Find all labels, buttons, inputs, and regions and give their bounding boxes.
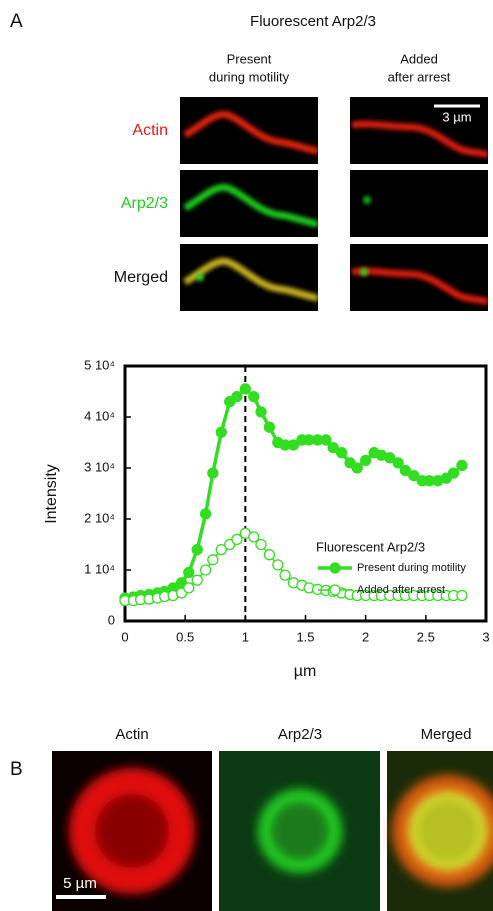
scale-bar-label: 5 µm [63,875,97,892]
micrograph: 3 µm [350,97,488,164]
data-point [384,452,396,464]
micrograph [350,170,488,237]
y-tick-label: 4 10⁴ [84,408,115,423]
data-point [408,469,420,482]
micrograph [180,244,318,311]
x-tick-label: 1 [242,629,249,644]
micrograph [219,751,380,911]
chart: µm Intensity Fluorescent Arp2/3 0 0.5 1 1.5… [43,357,489,680]
data-point [183,566,195,579]
data-point [215,543,227,556]
data-point [399,464,412,477]
column-header: Actin [115,726,148,743]
data-point [207,554,219,566]
micrograph [350,244,488,311]
data-point [263,549,276,561]
x-tick-label: 3 [482,629,489,644]
data-point [255,538,267,551]
data-point [199,508,212,520]
data-point [335,447,348,459]
data-point [456,459,468,472]
legend-entry: Added after arrest [318,584,445,596]
data-point [255,406,267,418]
data-point [231,533,243,546]
micrograph: 5 µm [52,751,212,911]
data-point [447,467,460,479]
legend-marker [329,562,341,574]
y-axis-label: Intensity [43,464,60,524]
data-point [207,467,219,479]
micrograph [387,751,493,911]
micrograph [180,170,318,237]
scale-bar-label: 3 µm [442,109,471,124]
legend-marker [329,584,341,596]
column-header: Added [400,51,438,66]
x-axis-label: µm [294,663,317,680]
data-point [199,564,212,576]
y-tick-label: 1 10⁴ [84,561,115,576]
legend-title: Fluorescent Arp2/3 [316,539,425,554]
panel-title: Fluorescent Arp2/3 [250,13,376,30]
row-label: Actin [132,122,168,139]
data-point [327,441,339,454]
data-point [320,434,332,446]
data-point [272,559,284,571]
data-point [360,454,372,467]
data-point [263,421,276,433]
y-tick-label: 0 [108,612,115,627]
micrograph [180,97,318,164]
data-point [287,439,300,451]
legend-label: Added after arrest [357,584,445,596]
data-point [239,383,251,395]
data-point [248,531,260,543]
column-header: Present [227,51,272,66]
x-tick-label: 2.5 [417,629,435,644]
x-tick-label: 0 [121,629,128,644]
column-header: Merged [421,726,472,743]
y-tick-label: 3 10⁴ [84,459,115,474]
data-point [392,457,404,469]
data-point [456,589,468,602]
column-header: after arrest [388,69,451,84]
x-tick-label: 1.5 [296,629,314,644]
data-point [215,426,227,438]
row-label: Arp2/3 [121,195,168,212]
x-tick-label: 0.5 [176,629,194,644]
data-point [351,462,363,474]
data-point [231,390,243,403]
data-point [279,569,291,581]
legend-entry: Present during motility [318,562,466,574]
data-point [191,574,203,586]
x-tick-label: 2 [362,629,369,644]
column-header: during motility [209,69,290,84]
y-tick-label: 2 10⁴ [84,510,115,525]
data-point [191,543,203,556]
panel-label: A [10,11,23,32]
y-tick-label: 5 10⁴ [84,357,115,372]
data-point [248,390,260,403]
row-label: Merged [114,269,168,286]
legend-label: Present during motility [357,562,466,574]
panel-label: B [10,759,23,780]
data-point [183,582,195,594]
column-header: Arp2/3 [278,726,322,743]
